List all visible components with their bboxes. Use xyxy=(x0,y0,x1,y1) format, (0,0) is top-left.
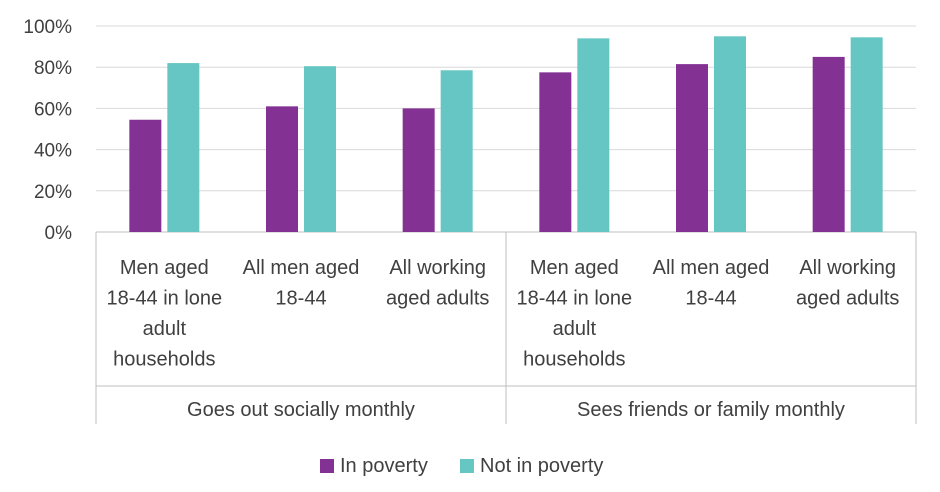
category-labels: Men aged 18-44 in lone adult households All … xyxy=(107,257,900,371)
bar-not-in-poverty xyxy=(577,38,610,232)
bar-in-poverty xyxy=(402,108,435,232)
category-label: All working aged adults xyxy=(386,257,489,310)
bars xyxy=(129,36,883,233)
legend-label: In poverty xyxy=(340,455,428,477)
bar-in-poverty xyxy=(676,64,708,232)
category-label: All working aged adults xyxy=(796,257,899,310)
legend-swatch xyxy=(460,459,474,473)
category-axis xyxy=(95,232,917,424)
bar-not-in-poverty xyxy=(167,63,200,232)
bar-not-in-poverty xyxy=(714,36,746,232)
bar-not-in-poverty xyxy=(850,37,883,232)
y-axis-tick-labels: 0% 20% 40% 60% 80% 100% xyxy=(23,17,72,244)
legend: In poverty Not in poverty xyxy=(320,455,603,477)
category-label: Men aged 18-44 in lone adult households xyxy=(107,257,223,371)
y-tick-label: 100% xyxy=(23,17,72,38)
y-tick-label: 80% xyxy=(34,58,72,79)
category-label: All men aged 18-44 xyxy=(653,257,770,310)
bar-in-poverty xyxy=(266,106,298,232)
gridlines xyxy=(96,25,916,233)
bar-in-poverty xyxy=(539,72,572,232)
bar-in-poverty xyxy=(812,56,845,233)
group-label: Sees friends or family monthly xyxy=(577,399,845,421)
bar-in-poverty xyxy=(129,119,162,232)
y-tick-label: 60% xyxy=(34,99,72,120)
category-label: Men aged 18-44 in lone adult households xyxy=(517,257,633,371)
legend-label: Not in poverty xyxy=(480,455,603,477)
y-tick-label: 40% xyxy=(34,141,72,162)
bar-not-in-poverty xyxy=(304,66,336,232)
group-label: Goes out socially monthly xyxy=(187,399,415,421)
bar-not-in-poverty xyxy=(440,70,473,232)
y-tick-label: 20% xyxy=(34,182,72,203)
legend-swatch xyxy=(320,459,334,473)
group-labels: Goes out socially monthly Sees friends or… xyxy=(187,399,845,421)
y-tick-label: 0% xyxy=(45,223,73,244)
category-label: All men aged 18-44 xyxy=(243,257,360,310)
